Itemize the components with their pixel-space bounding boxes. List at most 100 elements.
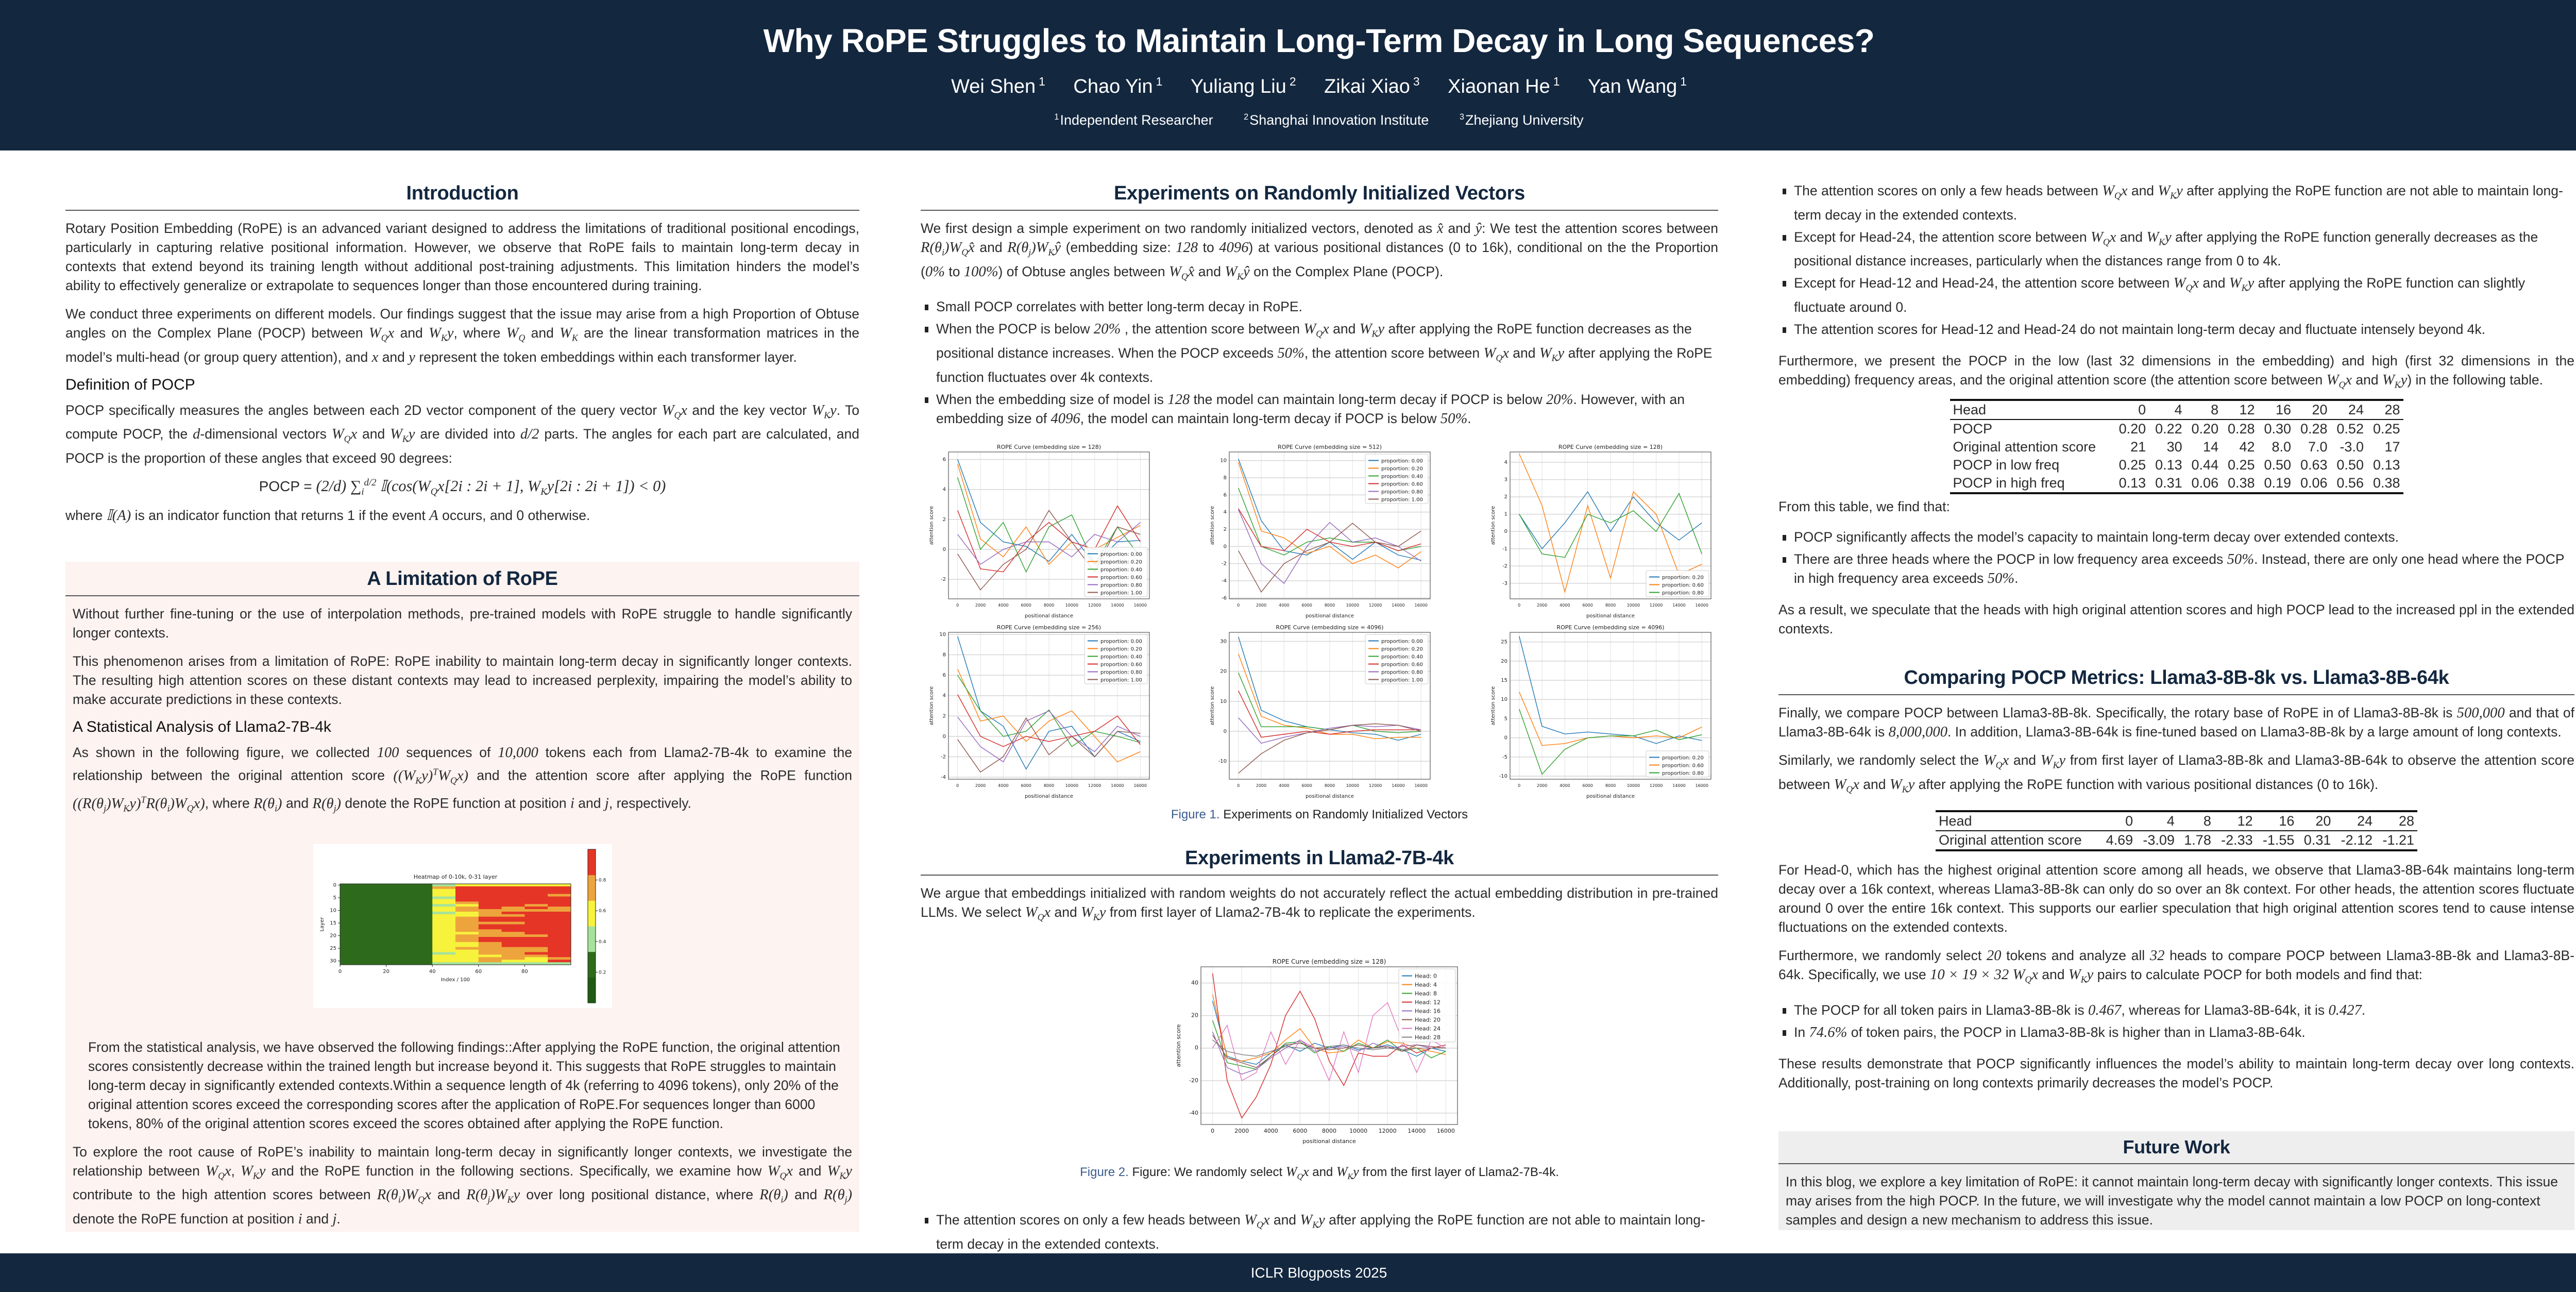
y-tick-label: -2 bbox=[1222, 561, 1227, 567]
chart-title: ROPE Curve (embedding size = 4096) bbox=[1556, 624, 1664, 631]
heatmap-cell bbox=[432, 903, 455, 907]
table-cell: 0.13 bbox=[2372, 457, 2400, 473]
random-vectors-section: Experiments on Randomly Initialized Vect… bbox=[921, 180, 1718, 822]
legend-label: proportion: 0.20 bbox=[1100, 559, 1142, 565]
math: WQx bbox=[2091, 228, 2116, 247]
series-line bbox=[1238, 523, 1421, 593]
heatmap-cell bbox=[455, 911, 479, 914]
math: 128 bbox=[1167, 391, 1190, 408]
chart-title: ROPE Curve (embedding size = 256) bbox=[997, 624, 1101, 631]
heatmap-cell bbox=[432, 898, 455, 902]
legend-label: Head: 20 bbox=[1415, 1016, 1440, 1023]
column-header: Head bbox=[1953, 401, 1987, 417]
legend-label: proportion: 0.60 bbox=[1100, 575, 1142, 580]
legend-box bbox=[1398, 968, 1455, 1043]
heatmap-cell bbox=[432, 934, 455, 937]
column-header: 20 bbox=[2312, 401, 2328, 417]
y-tick-label: 20 bbox=[1501, 659, 1507, 664]
poster-title: Why RoPE Struggles to Maintain Long-Term… bbox=[763, 22, 1875, 59]
math: R(θi)WQx bbox=[377, 1186, 431, 1205]
finding-item: The POCP for all token pairs in Llama3-8… bbox=[1778, 1001, 2574, 1020]
y-tick-label: 0 bbox=[1195, 1044, 1198, 1051]
heatmap-cell bbox=[340, 929, 363, 932]
table-cell: 30 bbox=[2166, 439, 2182, 455]
legend-label: Head: 28 bbox=[1415, 1034, 1440, 1041]
heatmap-cell bbox=[432, 939, 455, 942]
heatmap-cell bbox=[478, 891, 502, 894]
y-tick-label: 15 bbox=[1501, 678, 1507, 683]
x-tick-label: 8000 bbox=[1605, 603, 1616, 608]
llama2-results-section: The attention scores on only a few heads… bbox=[1778, 181, 2574, 648]
heatmap-cell bbox=[524, 926, 548, 930]
series-line bbox=[957, 694, 1141, 747]
x-tick-label: 6000 bbox=[1021, 603, 1031, 608]
y-tick-label: 1 bbox=[1504, 512, 1507, 517]
heatmap-cell bbox=[478, 947, 502, 950]
heatmap-cell bbox=[478, 888, 502, 892]
y-tick-label: 0 bbox=[333, 882, 336, 888]
affiliation-number: 1 bbox=[1054, 112, 1059, 122]
poster-footer: ICLR Blogposts 2025 bbox=[0, 1253, 2576, 1292]
right-column: The attention scores on only a few heads… bbox=[1778, 0, 2574, 1253]
heatmap-cell bbox=[409, 898, 433, 902]
chart-svg: 0 2000 4000 6000 8000 10000 12000 14000 16000 -40… bbox=[1175, 958, 1458, 1145]
figure-label: Figure 1. bbox=[1171, 807, 1220, 821]
heatmap-cell bbox=[547, 926, 571, 930]
compare-paragraph: Similarly, we randomly select the WQx an… bbox=[1778, 752, 2574, 795]
x-tick-label: 14000 bbox=[1672, 783, 1685, 788]
column-header: 0 bbox=[2125, 813, 2133, 829]
x-tick-label: 6000 bbox=[1293, 1128, 1307, 1134]
y-axis-label: attention score bbox=[1210, 506, 1215, 545]
heatmap-cell bbox=[547, 931, 571, 935]
heatmap-cell bbox=[386, 934, 410, 937]
heatmap-cell bbox=[501, 951, 525, 955]
row-label: POCP bbox=[1953, 421, 1993, 437]
x-tick-label: 16000 bbox=[1696, 783, 1708, 788]
table-cell: 14 bbox=[2203, 439, 2219, 455]
root-cause-paragraph: To explore the root cause of RoPE’s inab… bbox=[73, 1144, 852, 1227]
heatmap-cell bbox=[547, 916, 571, 919]
heatmap-cell bbox=[432, 942, 455, 945]
heatmap-cell bbox=[363, 906, 386, 910]
author: Chao Yin 1 bbox=[1073, 75, 1162, 97]
x-tick-label: 10000 bbox=[1627, 783, 1640, 788]
column-header: 8 bbox=[2203, 813, 2211, 829]
heatmap-cell bbox=[340, 924, 363, 927]
affiliation: 2Shanghai Innovation Institute bbox=[1244, 112, 1429, 128]
heatmap-cell bbox=[409, 896, 433, 899]
math: (2/d) ∑id/2 𝕀(cos(WQx[2i : 2i + 1], WKy[… bbox=[316, 477, 666, 498]
subsection-heading: Definition of POCP bbox=[65, 376, 195, 393]
legend-label: proportion: 0.80 bbox=[1662, 770, 1704, 776]
y-axis-label: attention score bbox=[929, 506, 935, 545]
heatmap-cell bbox=[363, 926, 386, 930]
heatmap-cell bbox=[547, 934, 571, 937]
y-tick-label: 6 bbox=[1224, 492, 1227, 498]
heatmap-cell bbox=[340, 957, 363, 960]
chart-title: ROPE Curve (embedding size = 512) bbox=[1278, 444, 1382, 450]
legend-label: proportion: 0.00 bbox=[1100, 639, 1142, 644]
math: WKy bbox=[2040, 752, 2066, 770]
heatmap-cell bbox=[432, 909, 455, 912]
y-tick-label: -5 bbox=[1502, 754, 1507, 760]
heatmap-cell bbox=[340, 949, 363, 952]
heatmap-cell bbox=[409, 949, 433, 952]
heatmap-cell bbox=[524, 947, 548, 950]
heatmap-cell bbox=[455, 909, 479, 912]
y-tick-label: 0 bbox=[943, 547, 946, 552]
heatmap-cell bbox=[478, 959, 502, 963]
heatmap-cell bbox=[455, 951, 479, 955]
math: j bbox=[332, 1210, 337, 1227]
math: d bbox=[193, 426, 200, 443]
column-header: 28 bbox=[2398, 813, 2414, 829]
heatmap-cell bbox=[501, 883, 525, 886]
heatmap-cell bbox=[524, 896, 548, 899]
row-label: Original attention score bbox=[1939, 832, 2082, 848]
legend-label: proportion: 0.60 bbox=[1662, 582, 1704, 588]
math: 0% bbox=[925, 263, 945, 280]
math: WQx bbox=[368, 325, 395, 343]
findings-list: POCP significantly affects the model’s c… bbox=[1778, 528, 2574, 588]
x-tick-label: 2000 bbox=[1256, 783, 1266, 788]
math: 74.6% bbox=[1809, 1024, 1848, 1041]
heatmap-cell bbox=[363, 939, 386, 942]
column-header: 24 bbox=[2348, 401, 2364, 417]
